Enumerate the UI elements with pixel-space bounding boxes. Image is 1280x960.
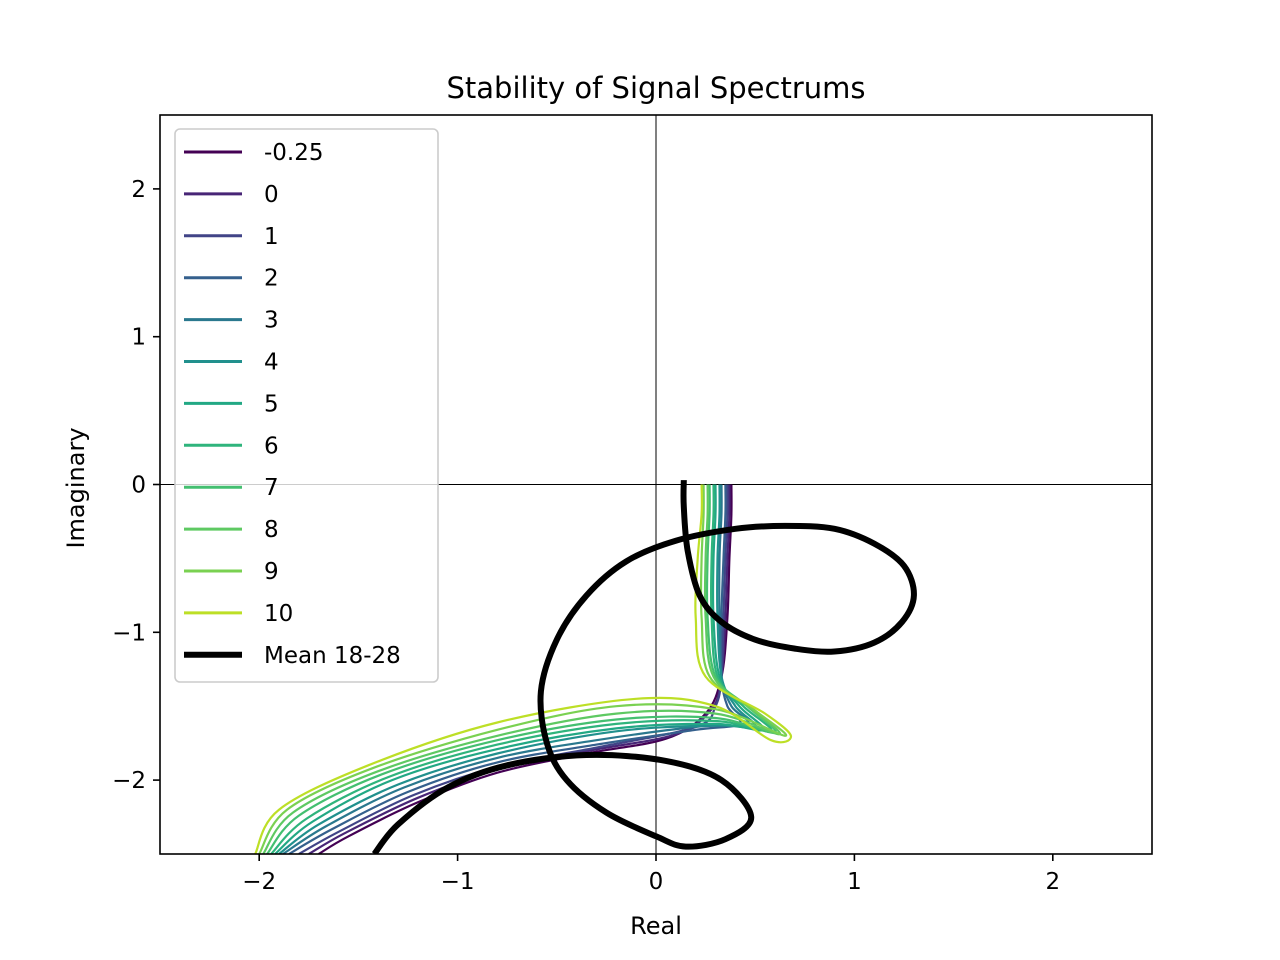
series-line-10 [258,484,788,854]
x-axis-ticks: −2 −1 0 1 2 [242,854,1060,895]
x-tick-label: −2 [242,869,276,895]
legend-label-9: 8 [264,517,279,543]
legend-box [174,128,439,683]
y-tick-label: −2 [112,768,146,794]
x-tick-label: −1 [441,869,475,895]
legend-label-11: 10 [264,601,293,627]
legend-label-5: 4 [264,350,279,376]
x-axis-label: Real [630,912,682,940]
series-lines [254,480,917,854]
series-line-9 [262,484,782,854]
y-axis-label: Imaginary [62,427,90,548]
legend-label-6: 5 [264,391,279,417]
chart-title: Stability of Signal Spectrums [447,71,866,105]
legend-label-7: 6 [264,433,279,459]
series-line-8 [266,484,777,854]
x-tick-label: 1 [847,869,862,895]
y-tick-label: 1 [131,325,146,351]
series-line-3 [288,484,742,854]
legend-label-12: Mean 18-28 [264,643,401,669]
x-tick-label: 0 [649,869,664,895]
series-line-6 [274,484,765,854]
series-line-0 [318,484,733,854]
legend-label-0: -0.25 [264,140,324,166]
y-tick-label: 0 [131,473,146,499]
y-axis-ticks: −2 −1 0 1 2 [112,177,160,794]
legend: -0.25 0 1 2 3 4 5 6 7 8 9 10 Mean 18-28 [174,128,439,683]
series-line-12 [371,480,917,854]
legend-label-10: 9 [264,559,279,585]
legend-label-8: 7 [264,475,279,501]
x-tick-label: 2 [1045,869,1060,895]
legend-label-1: 0 [264,182,279,208]
series-line-1 [308,484,731,854]
legend-label-2: 1 [264,224,279,250]
legend-label-4: 3 [264,308,279,334]
y-tick-label: 2 [131,177,146,203]
legend-entries: -0.25 0 1 2 3 4 5 6 7 8 9 10 Mean 18-28 [184,140,401,669]
y-tick-label: −1 [112,620,146,646]
legend-label-3: 2 [264,266,279,292]
